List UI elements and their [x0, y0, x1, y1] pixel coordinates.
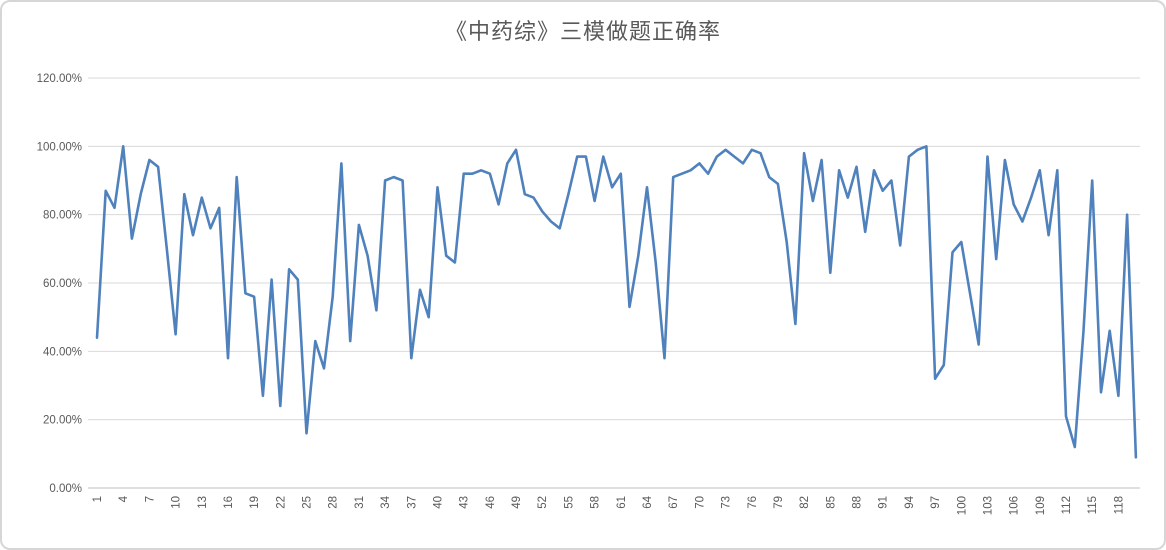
x-tick-label: 28 [328, 496, 340, 509]
x-tick-label: 79 [773, 496, 785, 509]
x-tick-label: 4 [118, 495, 130, 502]
x-tick-label: 40 [432, 496, 444, 509]
x-tick-label: 109 [1035, 496, 1047, 515]
x-tick-label: 88 [852, 496, 864, 509]
x-axis-tick-labels: 1 4 7 10 13 16 19 22 25 28 31 34 37 40 43 46 49 52 55 58 61 6… [92, 495, 1125, 515]
chart-title: 《中药综》三模做题正确率 [444, 20, 721, 45]
y-tick-label: 60.00% [43, 278, 82, 290]
x-tick-label: 70 [694, 496, 706, 509]
gridlines [88, 77, 1140, 489]
x-tick-label: 100 [956, 496, 968, 515]
x-tick-label: 85 [825, 496, 837, 509]
y-tick-label: 100.00% [37, 141, 82, 153]
y-tick-label: 20.00% [43, 415, 82, 427]
x-tick-label: 106 [1009, 496, 1021, 515]
x-tick-label: 97 [930, 496, 942, 509]
x-tick-label: 55 [563, 496, 575, 509]
x-tick-label: 64 [642, 495, 654, 508]
x-tick-label: 73 [721, 496, 733, 509]
x-tick-label: 118 [1113, 496, 1125, 514]
y-tick-label: 0.00% [49, 483, 82, 495]
x-tick-label: 13 [197, 496, 209, 509]
x-tick-label: 58 [590, 496, 602, 509]
x-tick-label: 49 [511, 496, 523, 509]
y-tick-label: 80.00% [43, 210, 82, 222]
x-tick-label: 112 [1061, 496, 1073, 514]
x-tick-label: 61 [616, 496, 628, 509]
x-tick-label: 52 [537, 496, 549, 509]
x-tick-label: 91 [878, 496, 890, 509]
x-tick-label: 7 [144, 496, 156, 502]
x-tick-label: 34 [380, 495, 392, 508]
x-tick-label: 22 [275, 496, 287, 509]
x-tick-label: 94 [904, 495, 916, 508]
x-tick-label: 82 [799, 496, 811, 509]
y-tick-label: 120.00% [37, 73, 82, 85]
x-tick-label: 115 [1087, 496, 1099, 514]
x-tick-label: 37 [406, 496, 418, 509]
y-tick-label: 40.00% [43, 346, 82, 358]
x-tick-label: 31 [354, 496, 366, 509]
x-tick-label: 10 [171, 496, 183, 509]
x-tick-label: 76 [747, 496, 759, 509]
x-tick-label: 67 [668, 496, 680, 509]
x-tick-label: 1 [92, 496, 104, 502]
x-tick-label: 25 [302, 496, 314, 509]
y-axis-tick-labels: 0.00% 20.00% 40.00% 60.00% 80.00% 100.00% 120.… [37, 73, 82, 495]
x-tick-label: 16 [223, 496, 235, 509]
x-tick-label: 103 [982, 496, 994, 515]
x-tick-label: 19 [249, 496, 261, 509]
x-tick-label: 43 [459, 496, 471, 509]
series-line [95, 145, 1138, 459]
x-tick-label: 46 [485, 496, 497, 509]
